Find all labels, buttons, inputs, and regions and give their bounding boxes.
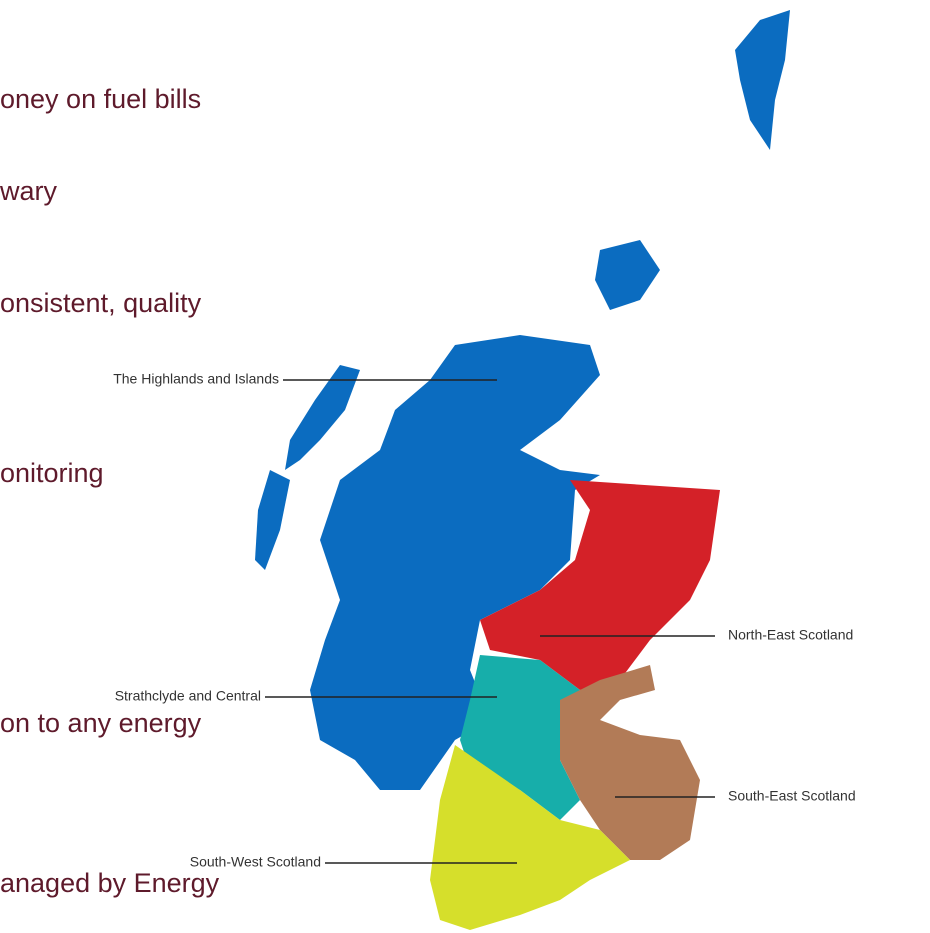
text-line: onitoring bbox=[0, 458, 104, 488]
map bbox=[255, 10, 790, 930]
region-label: North-East Scotland bbox=[728, 627, 853, 643]
text-line: onsistent, quality bbox=[0, 288, 202, 318]
region-shape bbox=[255, 470, 290, 570]
region-label: Strathclyde and Central bbox=[115, 688, 261, 704]
text-line: anaged by Energy bbox=[0, 868, 220, 898]
slide: The Highlands and Islands North-East Scot… bbox=[0, 0, 930, 933]
text-line: oney on fuel bills bbox=[0, 84, 201, 114]
region-shape bbox=[595, 240, 660, 310]
text-line: on to any energy bbox=[0, 708, 202, 738]
text-line: wary bbox=[0, 176, 58, 206]
region-shape bbox=[735, 10, 790, 150]
body-text: oney on fuel bills wary onsistent, quality… bbox=[0, 84, 220, 898]
region-label: The Highlands and Islands bbox=[113, 371, 279, 387]
region-label: South-East Scotland bbox=[728, 788, 856, 804]
